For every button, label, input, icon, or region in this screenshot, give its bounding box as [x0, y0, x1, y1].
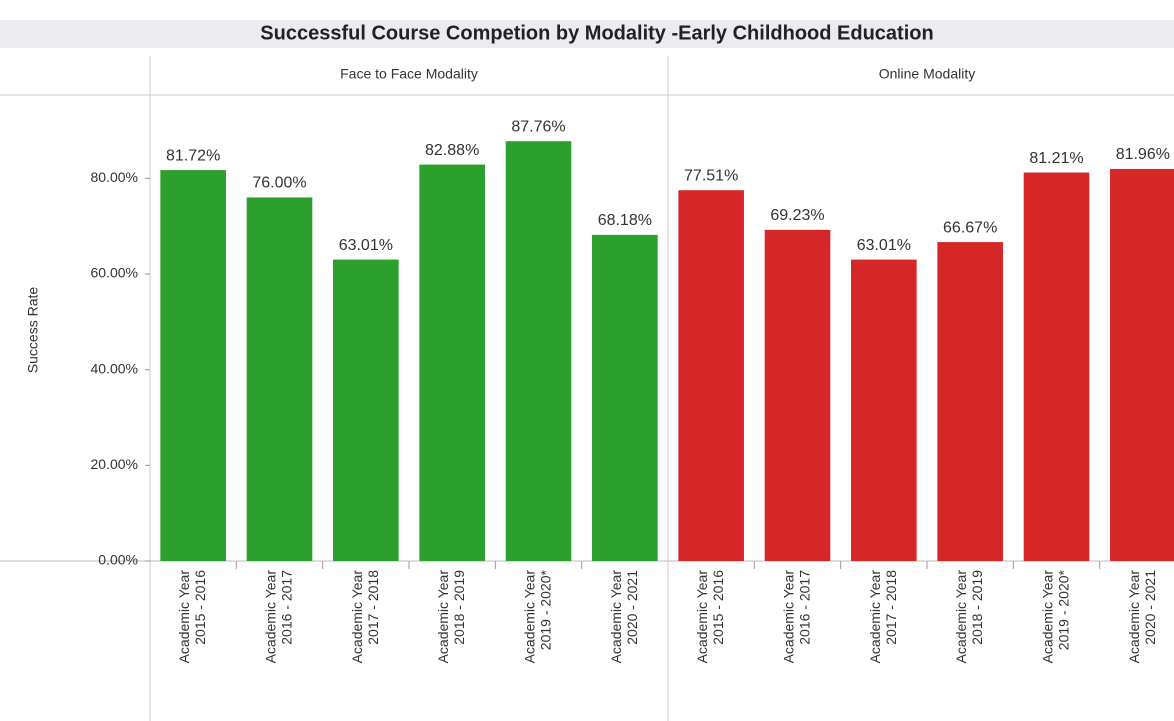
- x-tick-label-line: Academic Year: [608, 570, 624, 664]
- x-tick-label-line: 2019 - 2020*: [1055, 569, 1071, 650]
- x-tick-label-line: Academic Year: [521, 570, 537, 664]
- x-tick-label-line: 2018 - 2019: [451, 570, 467, 645]
- value-label: 77.51%: [684, 167, 738, 184]
- x-tick-label-line: 2019 - 2020*: [537, 569, 553, 650]
- x-tick-label: Academic Year2016 - 2017: [780, 570, 812, 664]
- bar: [1110, 168, 1174, 562]
- value-label: 69.23%: [770, 207, 824, 224]
- value-label: 82.88%: [425, 142, 479, 159]
- x-tick-label-line: 2020 - 2021: [1142, 570, 1158, 645]
- x-tick-label: Academic Year2019 - 2020*: [1039, 569, 1071, 663]
- value-label: 66.67%: [943, 219, 997, 236]
- x-tick-label: Academic Year2019 - 2020*: [521, 569, 553, 663]
- value-label: 87.76%: [511, 118, 565, 135]
- value-label: 81.21%: [1029, 150, 1083, 167]
- value-label: 63.01%: [339, 237, 393, 254]
- bar: [1023, 172, 1090, 561]
- bar: [160, 170, 226, 561]
- bar: [419, 164, 485, 561]
- x-tick-label: Academic Year2017 - 2018: [867, 570, 899, 664]
- bar: [246, 197, 313, 561]
- bar: [592, 234, 658, 562]
- x-tick-label: Academic Year2015 - 2016: [176, 570, 208, 664]
- x-tick-label-line: Academic Year: [435, 570, 451, 664]
- x-tick-label-line: 2016 - 2017: [796, 570, 812, 645]
- x-tick-label: Academic Year2015 - 2016: [694, 570, 726, 664]
- x-tick-label: Academic Year2016 - 2017: [262, 570, 294, 664]
- x-tick-label: Academic Year2020 - 2021: [1126, 570, 1158, 664]
- bar: [764, 229, 831, 561]
- x-tick-label-line: Academic Year: [694, 570, 710, 664]
- x-tick-label: Academic Year2018 - 2019: [435, 570, 467, 664]
- y-tick-label: 0.00%: [98, 552, 138, 568]
- x-tick-label-line: 2015 - 2016: [710, 570, 726, 645]
- x-tick-label-line: 2017 - 2018: [365, 570, 381, 645]
- value-label: 81.72%: [166, 147, 220, 164]
- y-tick-label: 40.00%: [91, 360, 138, 376]
- y-tick-label: 60.00%: [91, 265, 138, 281]
- title-bar: [0, 20, 1174, 48]
- x-tick-label-line: Academic Year: [953, 570, 969, 664]
- x-tick-label: Academic Year2018 - 2019: [953, 570, 985, 664]
- x-tick-label-line: 2017 - 2018: [883, 570, 899, 645]
- x-tick-label-line: Academic Year: [780, 570, 796, 664]
- x-tick-label-line: 2018 - 2019: [969, 570, 985, 645]
- x-tick-label-line: Academic Year: [1039, 570, 1055, 664]
- value-label: 68.18%: [598, 212, 652, 229]
- bar: [333, 259, 399, 561]
- bar: [678, 190, 744, 561]
- y-tick-label: 80.00%: [91, 169, 138, 185]
- x-tick-label-line: 2016 - 2017: [278, 570, 294, 645]
- bar: [937, 242, 1003, 561]
- chart-title: Successful Course Competion by Modality …: [260, 22, 933, 44]
- x-tick-label: Academic Year2020 - 2021: [608, 570, 640, 664]
- x-tick-label-line: Academic Year: [262, 570, 278, 664]
- x-tick-label-line: Academic Year: [1126, 570, 1142, 664]
- x-tick-label-line: 2015 - 2016: [192, 570, 208, 645]
- y-tick-label: 20.00%: [91, 456, 138, 472]
- x-tick-label-line: Academic Year: [349, 570, 365, 664]
- value-label: 76.00%: [252, 175, 306, 192]
- y-axis-label: Success Rate: [25, 287, 41, 374]
- bar: [851, 259, 917, 561]
- x-tick-label-line: 2020 - 2021: [624, 570, 640, 645]
- panel-header: Online Modality: [879, 66, 976, 82]
- panel-header: Face to Face Modality: [340, 66, 478, 82]
- value-label: 63.01%: [857, 237, 911, 254]
- x-tick-label: Academic Year2017 - 2018: [349, 570, 381, 664]
- bar: [505, 141, 572, 561]
- x-tick-label-line: Academic Year: [176, 570, 192, 664]
- value-label: 81.96%: [1116, 146, 1170, 163]
- x-tick-label-line: Academic Year: [867, 570, 883, 664]
